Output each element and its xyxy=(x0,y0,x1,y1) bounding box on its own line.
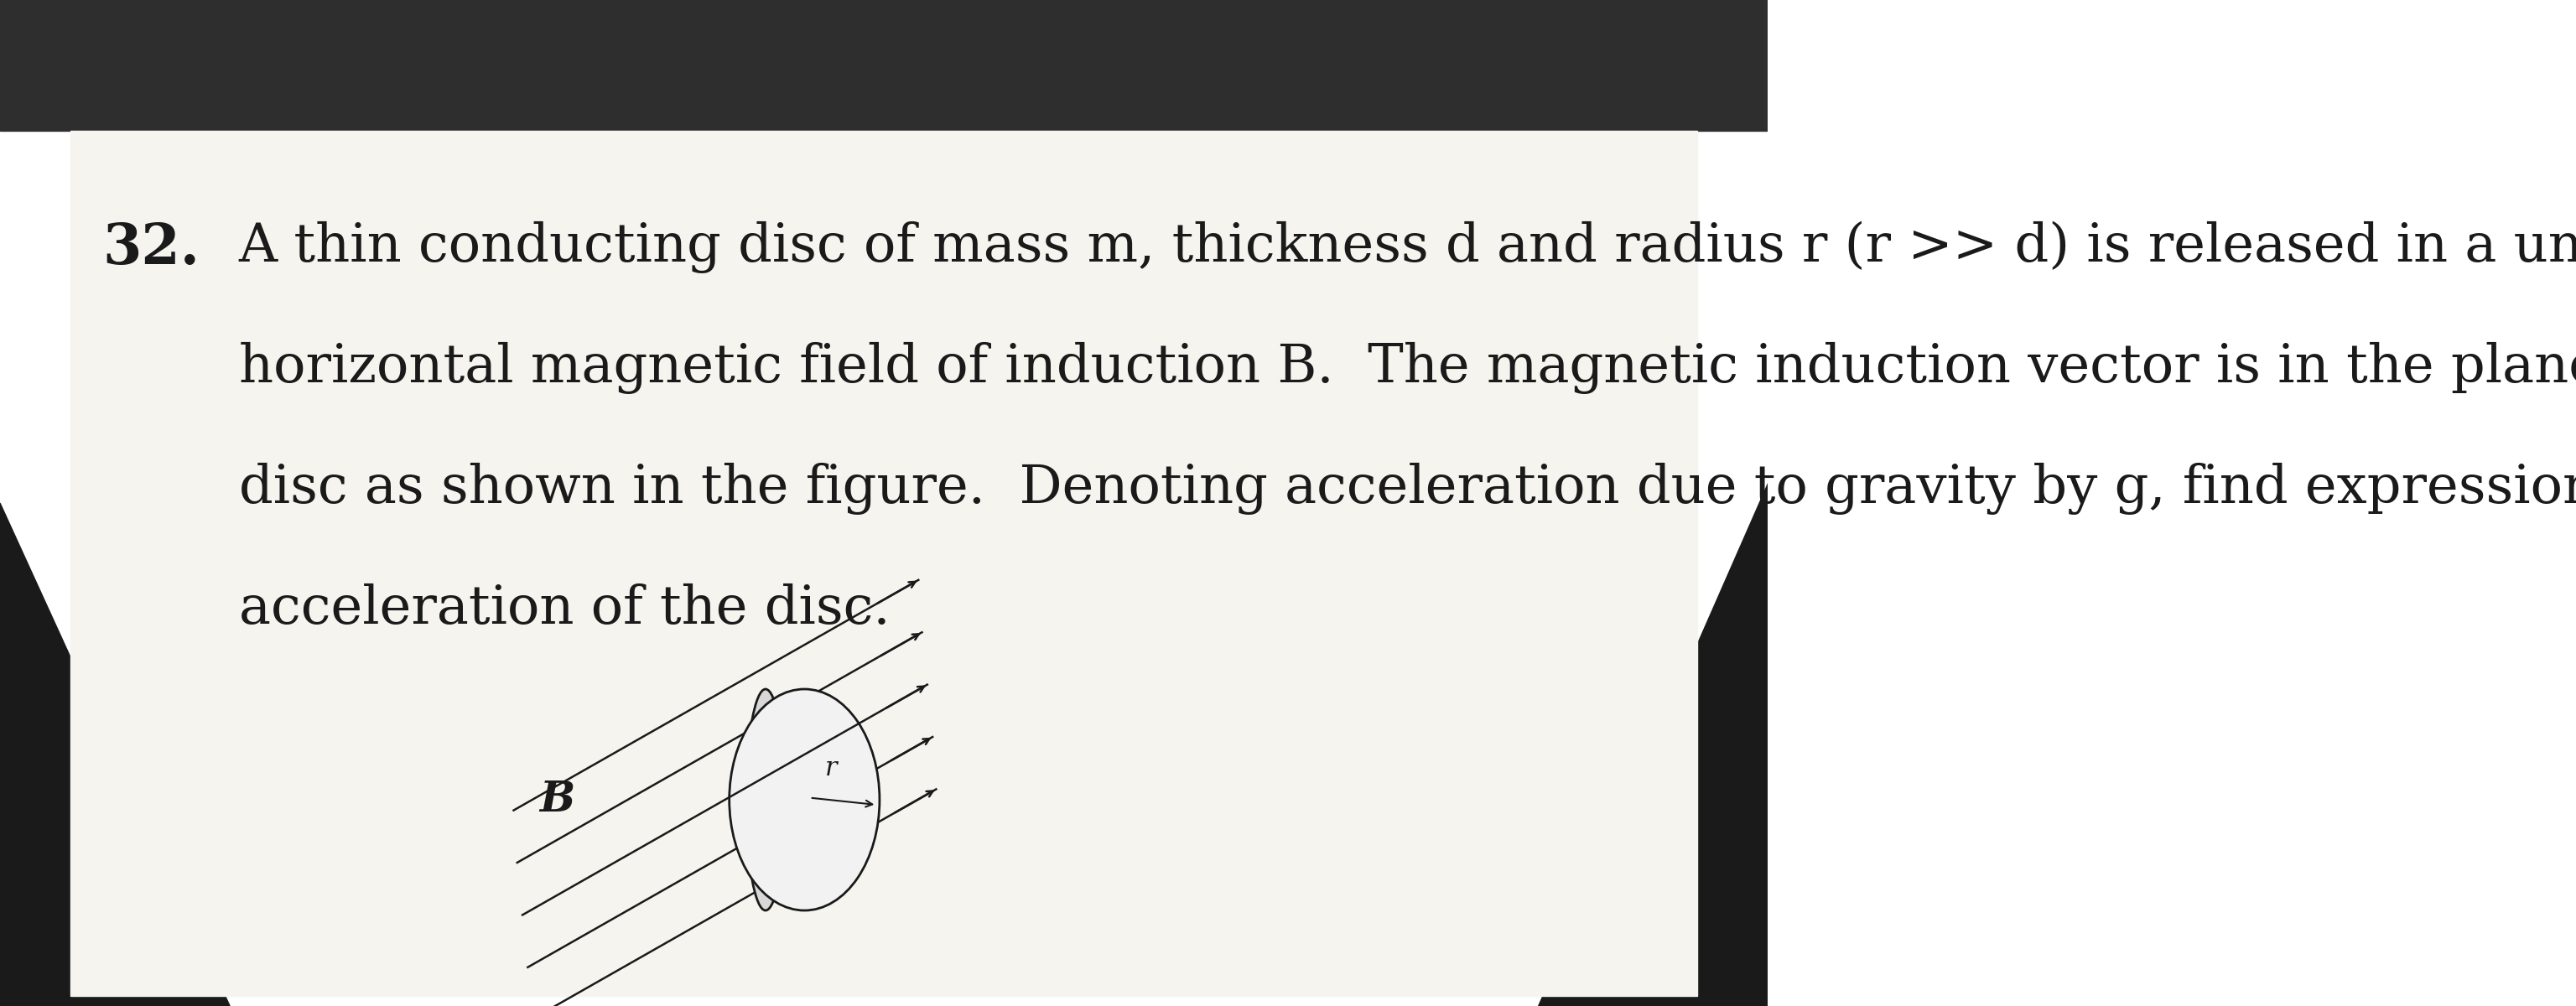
Polygon shape xyxy=(1538,483,1767,1006)
Text: A thin conducting disc of mass m, thickness d and radius r (r >> d) is released : A thin conducting disc of mass m, thickn… xyxy=(240,221,2576,274)
Text: acceleration of the disc.: acceleration of the disc. xyxy=(240,583,889,635)
Polygon shape xyxy=(70,131,1698,996)
Text: B: B xyxy=(538,780,574,820)
Text: horizontal magnetic field of induction B.  The magnetic induction vector is in t: horizontal magnetic field of induction B… xyxy=(240,342,2576,394)
Ellipse shape xyxy=(747,689,786,910)
Text: disc as shown in the figure.  Denoting acceleration due to gravity by g, find ex: disc as shown in the figure. Denoting ac… xyxy=(240,463,2576,515)
Text: 32.: 32. xyxy=(103,221,201,276)
Text: r: r xyxy=(824,756,837,782)
Bar xyxy=(0,0,1767,131)
Ellipse shape xyxy=(729,689,878,910)
Polygon shape xyxy=(0,503,229,1006)
